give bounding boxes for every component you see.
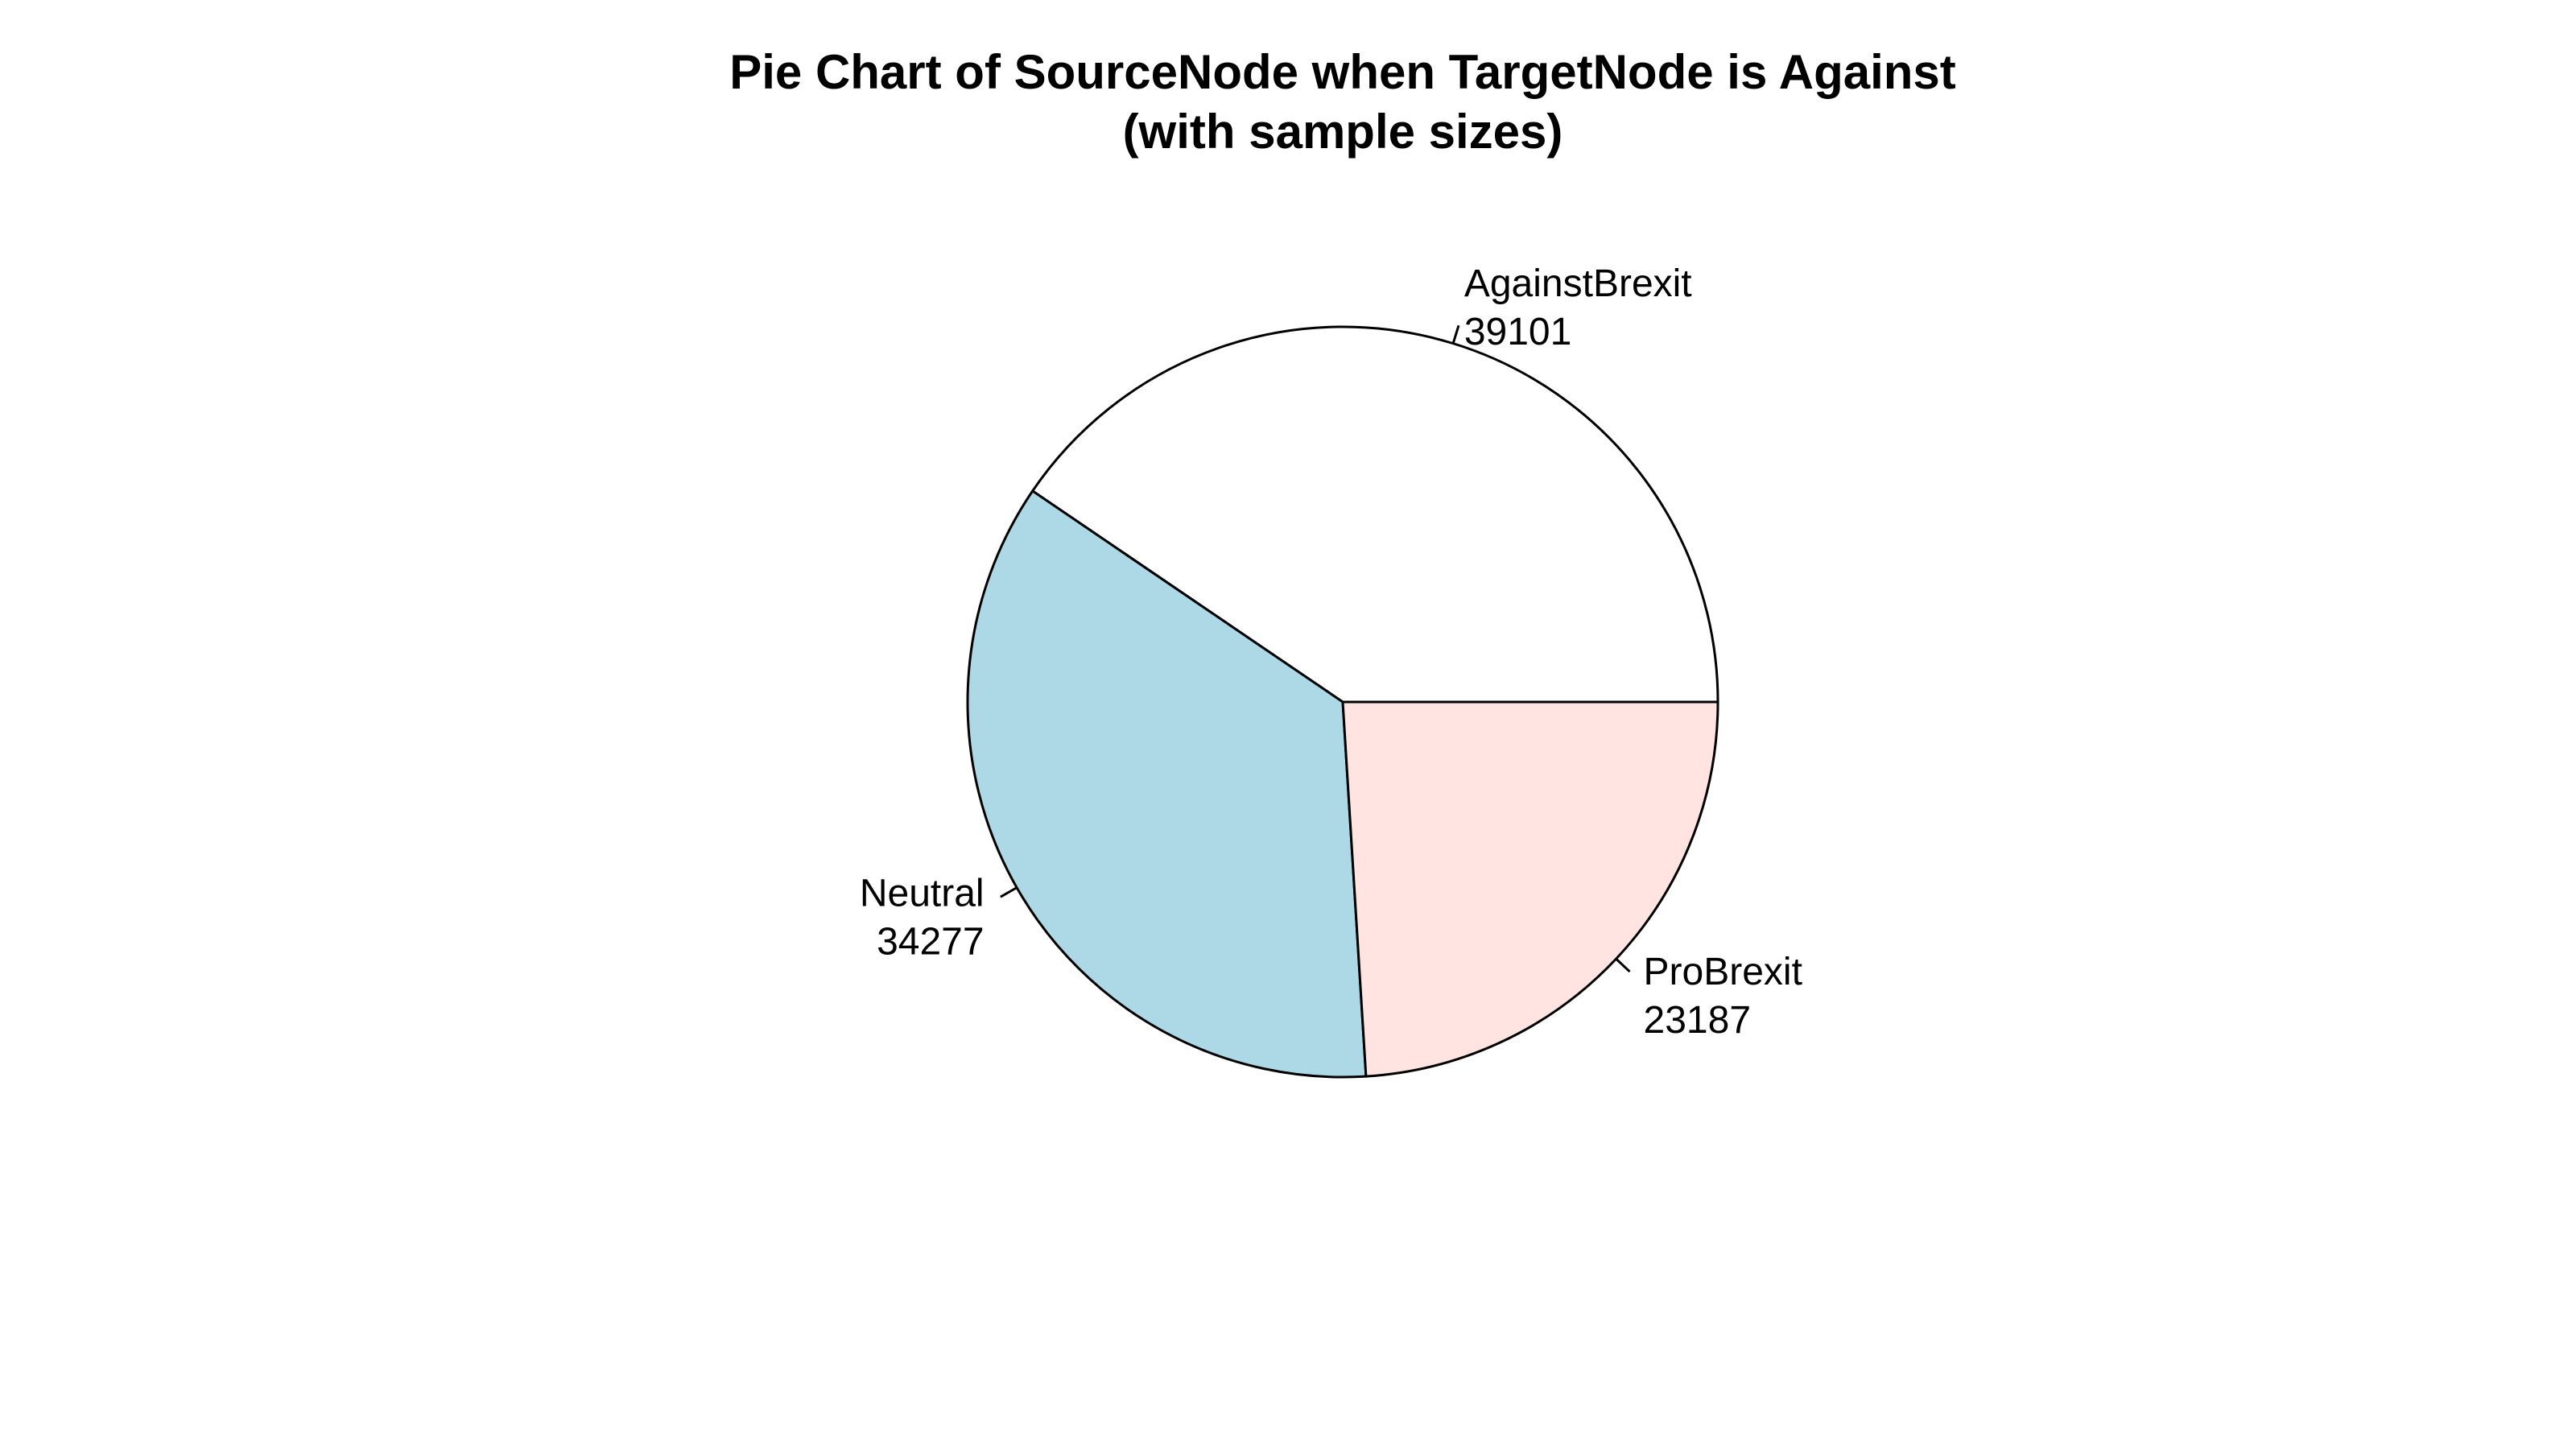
chart-subtitle: (with sample sizes) bbox=[1123, 105, 1563, 159]
slice-value-probrexit: 23187 bbox=[1644, 999, 1751, 1042]
slice-label-neutral: Neutral bbox=[860, 873, 985, 915]
slice-value-neutral: 34277 bbox=[877, 921, 984, 964]
pie-slices bbox=[966, 325, 1719, 1079]
pie-leader-lines bbox=[1000, 324, 1631, 973]
leader-line-neutral bbox=[1000, 886, 1018, 898]
leader-line-probrexit bbox=[1615, 958, 1631, 973]
slice-value-againstbrexit: 39101 bbox=[1464, 311, 1571, 353]
slice-label-againstbrexit: AgainstBrexit bbox=[1464, 262, 1692, 305]
slice-label-probrexit: ProBrexit bbox=[1644, 951, 1802, 993]
leader-line-againstbrexit bbox=[1451, 324, 1460, 345]
pie-labels: AgainstBrexit 39101 Neutral 34277 ProBrexit 2… bbox=[860, 262, 1802, 1042]
chart-title: Pie Chart of SourceNode when TargetNode … bbox=[729, 45, 1956, 99]
